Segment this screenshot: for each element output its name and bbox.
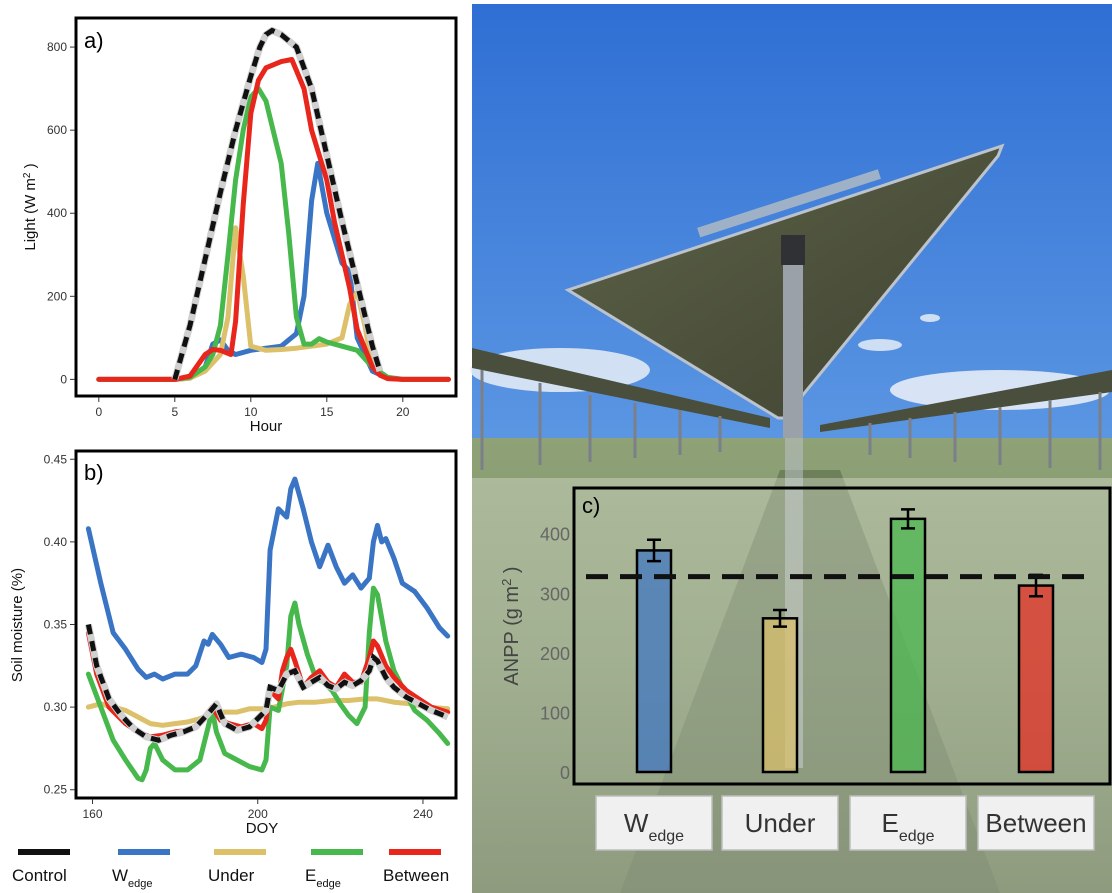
series-control-a <box>172 27 383 381</box>
y-tick-label-c: 0 <box>560 763 570 783</box>
panel-label-b: b) <box>84 460 104 485</box>
panel-label-a: a) <box>84 28 104 53</box>
series-between-a <box>96 57 451 382</box>
y-tick-label-a: 400 <box>47 206 67 220</box>
y-tick-label-a: 0 <box>60 372 67 386</box>
legend: Control Wedge Under Eedge Between <box>12 849 449 890</box>
y-axis-title-b: Soil moisture (%) <box>9 568 26 682</box>
chart-a-frame <box>74 16 458 398</box>
y-tick-label-b: 0.45 <box>44 452 68 466</box>
legend-label-control: Control <box>12 866 67 885</box>
x-axis-title-a: Hour <box>250 418 283 435</box>
y-axis-title-c: ANPP (g m2 ) <box>499 566 524 685</box>
category-box-e_edge <box>849 795 967 851</box>
y-tick-label-c: 100 <box>540 703 570 723</box>
x-tick-label-a: 5 <box>171 405 178 419</box>
category-box-under <box>721 795 839 851</box>
category-label-under: Under <box>745 808 816 838</box>
chart-c-frame <box>572 486 1112 786</box>
error-bar-w_edge <box>647 538 661 563</box>
x-tick-label-a: 10 <box>244 405 258 419</box>
category-box-w_edge <box>595 795 713 851</box>
bar-e_edge <box>889 517 927 774</box>
x-tick-label-b: 160 <box>83 807 103 821</box>
bar-between <box>1017 584 1055 774</box>
error-bar-under <box>773 608 787 628</box>
series-under-b <box>85 696 451 728</box>
x-tick-label-a: 15 <box>320 405 334 419</box>
y-tick-label-b: 0.40 <box>44 535 68 549</box>
bar-w_edge <box>635 549 673 774</box>
y-tick-label-c: 300 <box>540 584 570 604</box>
y-tick-label-c: 200 <box>540 644 570 664</box>
x-tick-label-b: 200 <box>248 807 268 821</box>
error-bar-e_edge <box>901 508 915 530</box>
y-tick-label-a: 600 <box>47 123 67 137</box>
y-tick-label-a: 200 <box>47 289 67 303</box>
y-tick-label-b: 0.35 <box>44 618 68 632</box>
series-e_edge-b <box>85 585 451 783</box>
anpp-bar-chart: 0 100 200 300 400 c) ANPP (g m2 ) Wedge Under… <box>472 478 1112 893</box>
y-tick-label-c: 400 <box>540 525 570 545</box>
legend-label-w_edge: Wedge <box>112 866 153 890</box>
panel-label-c: c) <box>582 493 600 518</box>
category-box-between <box>977 795 1095 851</box>
y-tick-label-a: 800 <box>47 40 67 54</box>
x-tick-label-a: 20 <box>396 405 410 419</box>
x-axis-title-b: DOY <box>246 820 279 837</box>
series-w_edge-b <box>85 476 451 682</box>
category-label-e_edge: Eedge <box>882 808 935 845</box>
category-label-between: Between <box>985 808 1086 838</box>
category-label-w_edge: Wedge <box>624 808 684 845</box>
legend-label-between: Between <box>383 866 449 885</box>
legend-label-e_edge: Eedge <box>305 866 341 890</box>
y-axis-title-a: Light (W m2 ) <box>22 163 40 250</box>
y-tick-label-b: 0.25 <box>44 783 68 797</box>
y-tick-label-b: 0.30 <box>44 700 68 714</box>
series-e_edge-a <box>96 86 451 382</box>
legend-label-under: Under <box>208 866 255 885</box>
soil-moisture-chart: 160 200 240 0.25 0.30 0.35 0.40 0.45 b) DOY Soi… <box>9 449 458 837</box>
x-tick-label-a: 0 <box>95 405 102 419</box>
series-control-b <box>85 624 449 743</box>
bar-under <box>761 617 799 774</box>
series-under-a <box>96 225 451 382</box>
x-tick-label-b: 240 <box>413 807 433 821</box>
